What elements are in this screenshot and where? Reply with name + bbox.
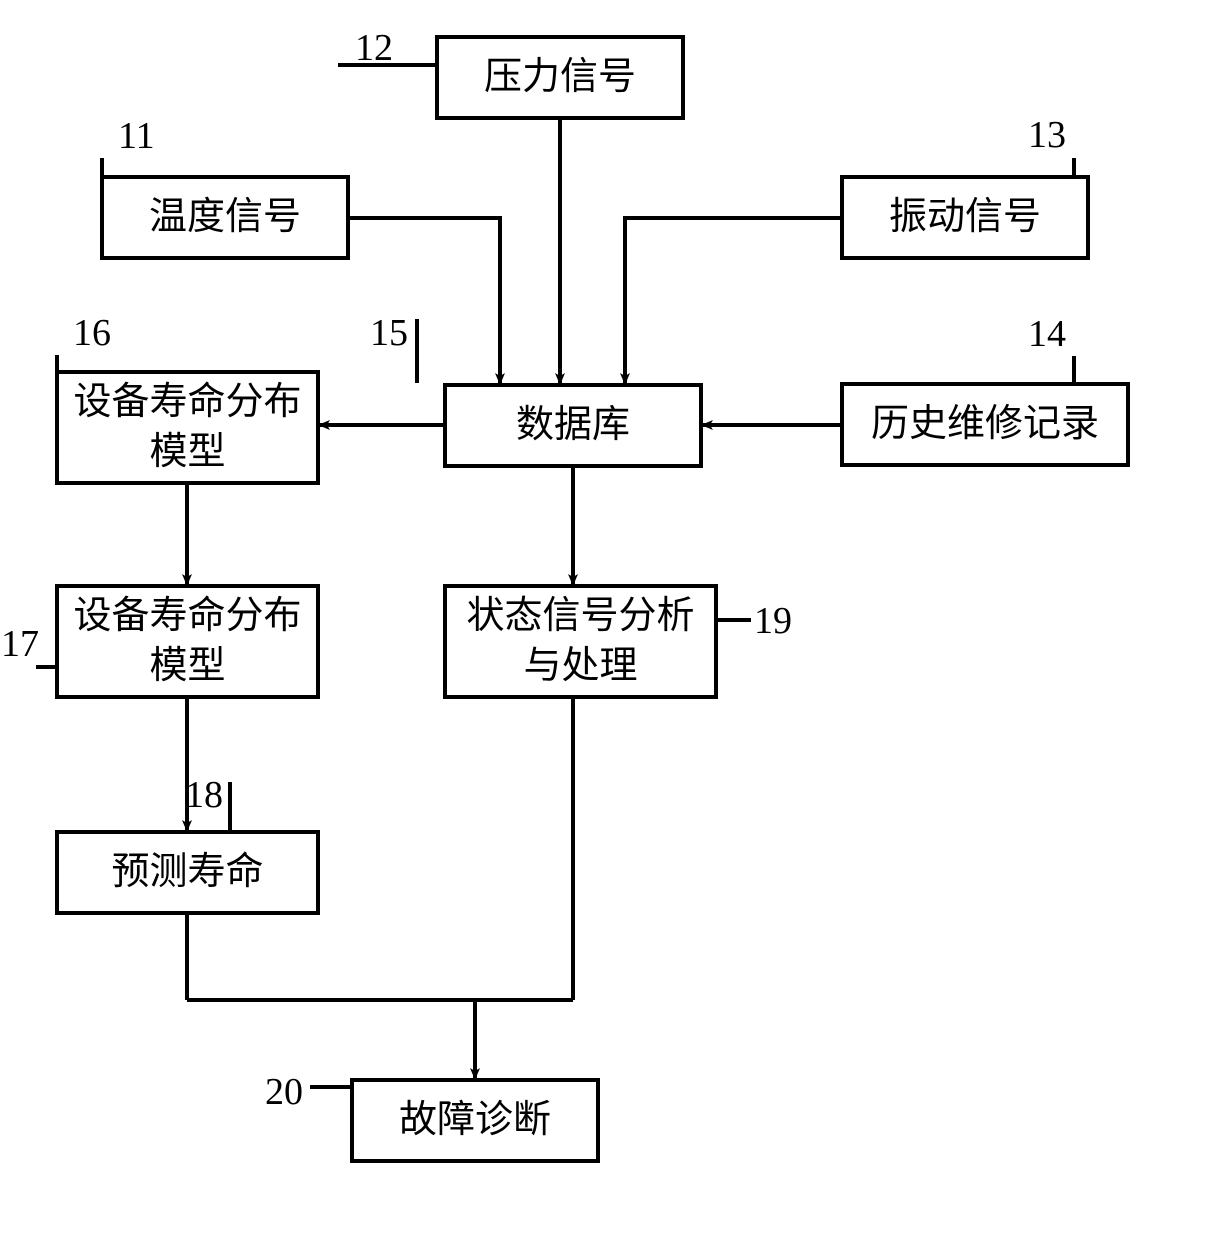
ref-tick-12: [338, 63, 435, 67]
node-life-dist-model-2: 设备寿命分布 模型: [55, 584, 320, 699]
node-fault-diagnosis: 故障诊断: [350, 1078, 600, 1163]
node-database: 数据库: [443, 383, 703, 468]
node-signal-analysis: 状态信号分析 与处理: [443, 584, 718, 699]
node-pressure-signal: 压力信号: [435, 35, 685, 120]
node-temperature-signal: 温度信号: [100, 175, 350, 260]
ref-label-19: 19: [754, 599, 792, 643]
ref-tick-11: [100, 158, 104, 175]
node-life-dist-model-1: 设备寿命分布 模型: [55, 370, 320, 485]
ref-tick-19: [718, 618, 751, 622]
ref-label-16: 16: [73, 311, 111, 355]
ref-tick-13: [1072, 158, 1076, 175]
ref-tick-17: [36, 665, 55, 669]
node-predicted-life: 预测寿命: [55, 830, 320, 915]
ref-tick-15: [415, 319, 419, 383]
ref-label-17: 17: [1, 622, 39, 666]
ref-tick-20: [310, 1085, 350, 1089]
ref-tick-16: [55, 355, 59, 370]
node-maintenance-records: 历史维修记录: [840, 382, 1130, 467]
ref-tick-14: [1072, 356, 1076, 382]
ref-tick-18: [228, 782, 232, 830]
ref-label-14: 14: [1028, 312, 1066, 356]
ref-label-11: 11: [118, 114, 155, 158]
ref-label-15: 15: [370, 311, 408, 355]
ref-label-18: 18: [185, 773, 223, 817]
ref-label-13: 13: [1028, 113, 1066, 157]
ref-label-20: 20: [265, 1070, 303, 1114]
node-vibration-signal: 振动信号: [840, 175, 1090, 260]
